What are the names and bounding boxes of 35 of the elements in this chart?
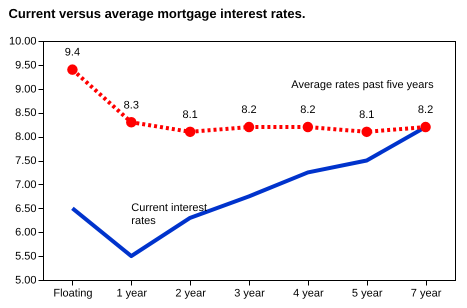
data-label: 8.1 [182, 108, 198, 121]
y-tick-label: 6.00 [15, 226, 36, 239]
point [126, 117, 137, 128]
point [361, 126, 372, 138]
x-tick-label: 3 year [234, 288, 266, 300]
series-label: Current interest rates [131, 202, 208, 228]
y-tick-label: 10.00 [8, 36, 36, 48]
y-tick-label: 9.50 [15, 59, 36, 72]
chart-title: Current versus average mortgage interest rates. [8, 6, 306, 21]
point [67, 64, 78, 75]
point [302, 122, 314, 132]
data-label: 8.1 [359, 108, 374, 121]
y-tick-label: 5.50 [15, 250, 36, 263]
data-label: 8.3 [124, 99, 139, 112]
x-tick-label: 1 year [116, 288, 148, 300]
y-tick-label: 7.00 [15, 178, 36, 191]
x-tick-label: 2 year [175, 288, 206, 300]
y-tick-label: 9.00 [15, 83, 36, 96]
point [184, 126, 196, 138]
y-tick-label: 8.00 [15, 131, 36, 144]
y-tick-label: 8.50 [15, 107, 36, 120]
y-tick-label: 6.50 [15, 202, 36, 215]
x-tick-label: 4 year [293, 288, 324, 300]
x-tick-label: 7 year [410, 288, 442, 300]
y-tick-label: 7.50 [15, 155, 36, 167]
text: Average rates past five years [291, 79, 434, 92]
data-label: 9.4 [64, 46, 80, 59]
point [244, 122, 254, 132]
data-label: 8.2 [300, 104, 316, 116]
data-label: 8.2 [241, 104, 257, 116]
data-label: 8.2 [418, 104, 434, 116]
x-tick-label: Floating [53, 288, 92, 300]
y-tick-label: 5.00 [15, 274, 36, 286]
x-tick-label: 5 year [352, 288, 383, 300]
point [420, 122, 431, 132]
